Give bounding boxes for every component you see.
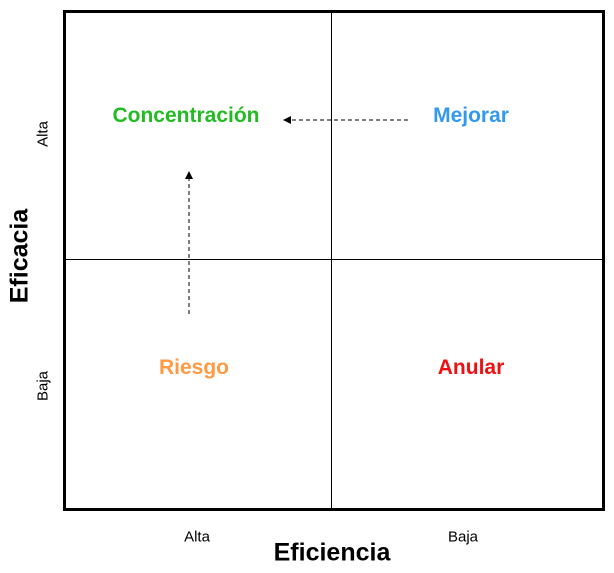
quadrant-label-concentracion: Concentración xyxy=(112,104,260,127)
horizontal-divider xyxy=(63,259,602,260)
quadrant-label-anular: Anular xyxy=(437,356,505,379)
quadrant-label-mejorar: Mejorar xyxy=(433,104,509,127)
quadrant-label-riesgo: Riesgo xyxy=(158,356,230,379)
x-tick-alta: Alta xyxy=(184,528,210,546)
y-axis-title: Eficacia xyxy=(5,208,34,304)
x-axis-title: Eficiencia xyxy=(273,538,391,567)
y-tick-alta: Alta xyxy=(34,121,52,147)
matrix-frame xyxy=(63,10,605,511)
y-tick-baja: Baja xyxy=(34,370,52,402)
x-tick-baja: Baja xyxy=(447,528,479,546)
